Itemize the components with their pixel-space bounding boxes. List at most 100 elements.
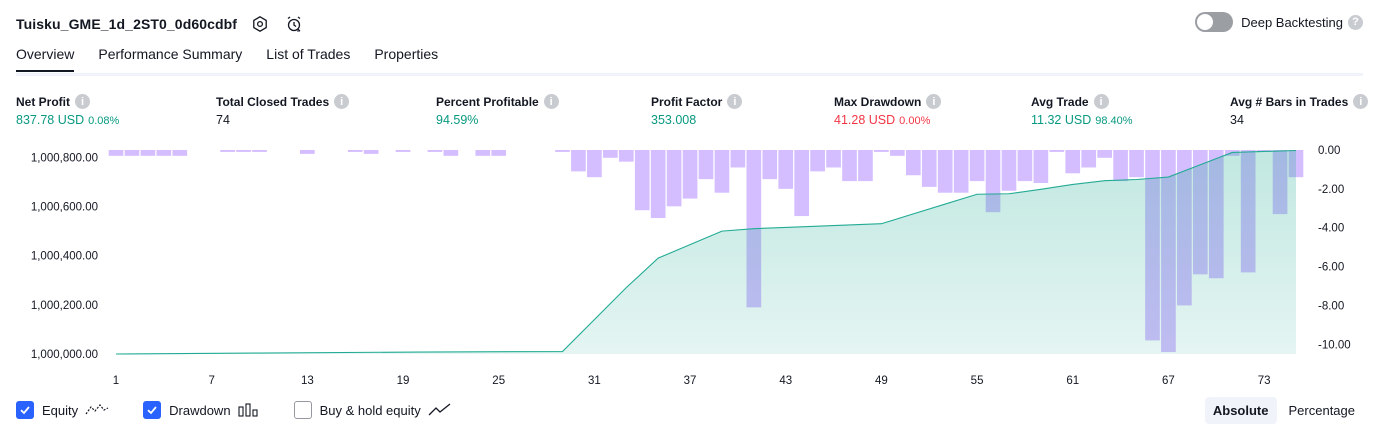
x-axis-tick-label: 43 (779, 375, 792, 387)
legend-equity[interactable]: Equity (16, 401, 109, 419)
x-axis: 1 7 13 19 25 31 37 43 49 55 61 67 73 (113, 375, 1271, 387)
right-axis-tick-label: -2.00 (1318, 184, 1344, 196)
drawdown-bar (587, 150, 602, 178)
drawdown-bar (666, 150, 682, 207)
metric-value: 837.78 USD (16, 113, 85, 127)
metric-value: 94.59% (436, 113, 479, 127)
drawdown-bar (443, 150, 459, 156)
x-axis-tick-label: 37 (684, 375, 697, 387)
right-axis-tick-label: 0.00 (1318, 145, 1340, 157)
left-axis-tick-label: 1,000,400.00 (31, 251, 98, 263)
info-icon[interactable]: i (727, 94, 743, 109)
drawdown-bar (618, 150, 634, 162)
drawdown-bar (826, 150, 841, 168)
tab-properties[interactable]: Properties (374, 46, 439, 62)
drawdown-bar (730, 150, 746, 168)
info-icon[interactable]: i (334, 94, 350, 109)
metric-value: 34 (1230, 113, 1244, 127)
drawdown-bar (874, 150, 889, 152)
drawdown-bar (905, 150, 921, 176)
chart-legend: Equity Drawdown Buy & hold equity (16, 401, 486, 419)
x-axis-tick-label: 31 (588, 375, 601, 387)
drawdown-bar (252, 150, 267, 152)
drawdown-bar (363, 150, 379, 154)
right-axis-tick-label: -6.00 (1318, 262, 1344, 274)
metric-value: 353.008 (651, 113, 697, 127)
drawdown-bar (571, 150, 586, 172)
info-icon[interactable]: i (926, 94, 942, 109)
drawdown-bar (172, 150, 188, 156)
x-axis-tick-label: 49 (875, 375, 888, 387)
drawdown-bar (300, 150, 315, 154)
metric-total-closed-trades: Total Closed Trades i 74 (216, 94, 350, 127)
x-axis-tick-label: 13 (301, 375, 314, 387)
trend-line-icon (428, 403, 452, 417)
alarm-clock-icon[interactable] (283, 13, 305, 35)
deep-backtesting-toggle[interactable] (1195, 12, 1234, 32)
tab-performance-summary[interactable]: Performance Summary (98, 46, 243, 62)
drawdown-bar (1065, 150, 1081, 174)
x-axis-tick-label: 19 (397, 375, 410, 387)
x-axis-tick-label: 67 (1162, 375, 1175, 387)
legend-equity-label: Equity (42, 402, 79, 418)
drawdown-bar (140, 150, 156, 156)
drawdown-bar (778, 150, 794, 189)
info-icon[interactable]: i (543, 94, 559, 109)
drawdown-bar (555, 150, 570, 152)
drawdown-bar (475, 150, 491, 156)
tab-divider (16, 73, 1363, 76)
metric-percent-profitable: Percent Profitable i 94.59% (436, 94, 559, 127)
tab-overview[interactable]: Overview (16, 46, 75, 72)
metric-value: 74 (216, 113, 230, 127)
tab-list-of-trades[interactable]: List of Trades (266, 46, 351, 62)
metric-net-profit: Net Profit i 837.78 USD 0.08% (16, 94, 119, 127)
drawdown-bar (937, 150, 953, 193)
metric-percent: 0.08% (88, 115, 120, 127)
mode-absolute-button[interactable]: Absolute (1204, 397, 1277, 424)
drawdown-bar (1097, 150, 1112, 158)
drawdown-bar (698, 150, 714, 180)
drawdown-bar (220, 150, 235, 152)
equity-checkbox[interactable] (16, 401, 34, 419)
drawdown-bar (762, 150, 778, 180)
metric-label: Net Profit (16, 94, 70, 109)
equity-drawdown-chart: 1,000,000.00 1,000,200.00 1,000,400.00 1,00… (31, 145, 1351, 387)
strategy-header: Tuisku_GME_1d_2ST0_0d60cdbf (16, 10, 305, 38)
drawdown-bar (156, 150, 172, 156)
info-icon[interactable]: i (1353, 94, 1369, 109)
drawdown-checkbox[interactable] (143, 401, 162, 419)
info-icon[interactable]: i (1093, 94, 1109, 109)
gear-icon[interactable] (249, 13, 271, 35)
left-axis-tick-label: 1,000,800.00 (31, 152, 98, 164)
drawdown-bar (921, 150, 937, 187)
metric-avg-bars: Avg # Bars in Trades i 34 (1230, 94, 1369, 127)
drawdown-bar (491, 150, 507, 156)
legend-drawdown[interactable]: Drawdown (143, 401, 259, 419)
legend-buy-hold-label: Buy & hold equity (319, 402, 421, 418)
drawdown-bar (1081, 150, 1097, 168)
drawdown-bar (427, 150, 443, 152)
right-axis-tick-label: -8.00 (1318, 300, 1344, 312)
buy-hold-checkbox[interactable] (293, 401, 312, 419)
metric-label: Percent Profitable (436, 94, 539, 109)
equity-area (116, 150, 1296, 354)
metric-value: 11.32 USD (1031, 113, 1092, 127)
drawdown-bar (794, 150, 810, 217)
metric-value: 41.28 USD (834, 113, 896, 127)
right-axis-tick-label: -10.00 (1318, 339, 1351, 351)
drawdown-bar (108, 150, 124, 156)
drawdown-bar (634, 150, 650, 211)
drawdown-bar (347, 150, 363, 152)
right-axis-tick-label: -4.00 (1318, 223, 1344, 235)
help-icon[interactable]: ? (1348, 14, 1363, 30)
metric-percent: 98.40% (1095, 115, 1133, 127)
drawdown-bar (953, 150, 969, 193)
right-axis: 0.00 -2.00 -4.00 -6.00 -8.00 -10.00 (1318, 145, 1351, 351)
legend-buy-hold[interactable]: Buy & hold equity (293, 401, 452, 419)
info-icon[interactable]: i (75, 94, 90, 109)
left-axis-tick-label: 1,000,000.00 (31, 349, 98, 361)
mode-percentage-button[interactable]: Percentage (1288, 403, 1356, 418)
value-mode-switch: Absolute Percentage (1201, 397, 1363, 424)
left-axis: 1,000,000.00 1,000,200.00 1,000,400.00 1,00… (31, 152, 98, 361)
x-axis-tick-label: 55 (971, 375, 984, 387)
